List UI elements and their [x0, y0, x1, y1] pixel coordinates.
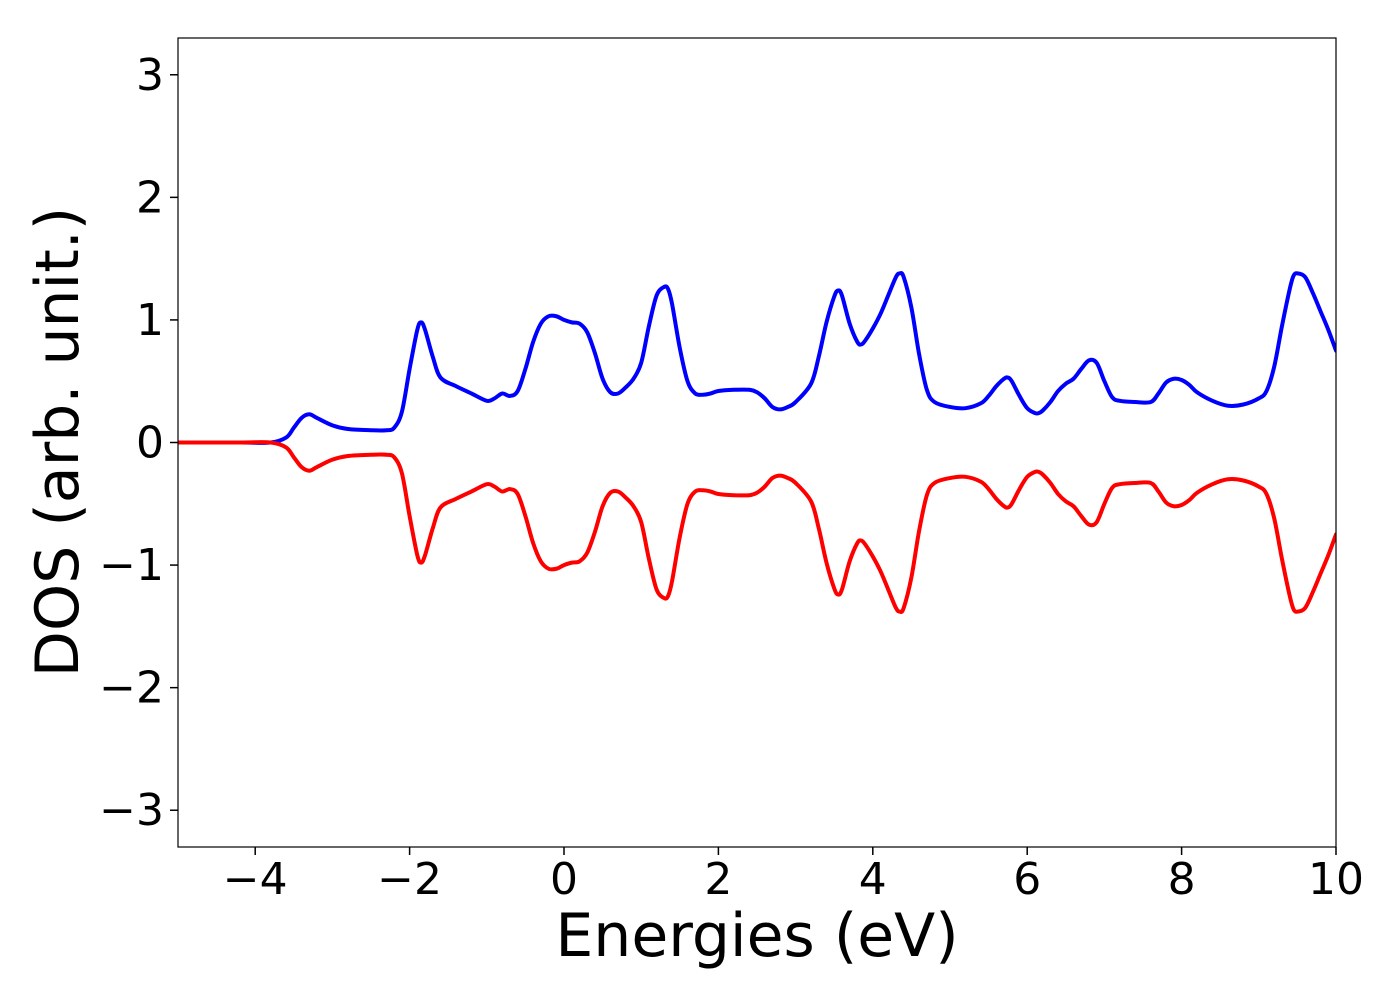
y-tick-label: 2	[136, 172, 164, 223]
y-tick-label: −1	[99, 540, 164, 591]
y-axis-label: DOS (arb. unit.)	[23, 207, 93, 677]
x-tick-label: 10	[1308, 854, 1364, 905]
series-line-spin-up	[178, 271, 1336, 445]
y-tick-label: 1	[136, 295, 164, 346]
x-tick-label: 0	[550, 854, 578, 905]
y-axis: −3 −2 −1 0 1 2 3	[99, 50, 178, 836]
x-axis: −4 −2 0 2 4 6 8 10	[223, 847, 1364, 905]
x-tick-label: 8	[1168, 854, 1196, 905]
x-tick-label: 6	[1013, 854, 1041, 905]
x-tick-label: 2	[704, 854, 732, 905]
series-layer	[178, 271, 1336, 614]
y-tick-label: 3	[136, 50, 164, 101]
x-tick-label: −4	[223, 854, 288, 905]
y-tick-label: −3	[99, 785, 164, 836]
x-tick-label: −2	[377, 854, 442, 905]
x-axis-label: Energies (eV)	[555, 901, 958, 971]
y-tick-label: 0	[136, 418, 164, 469]
x-tick-label: 4	[859, 854, 887, 905]
y-tick-label: −2	[99, 663, 164, 714]
plot-frame	[177, 37, 1337, 848]
series-line-spin-down	[178, 440, 1336, 614]
